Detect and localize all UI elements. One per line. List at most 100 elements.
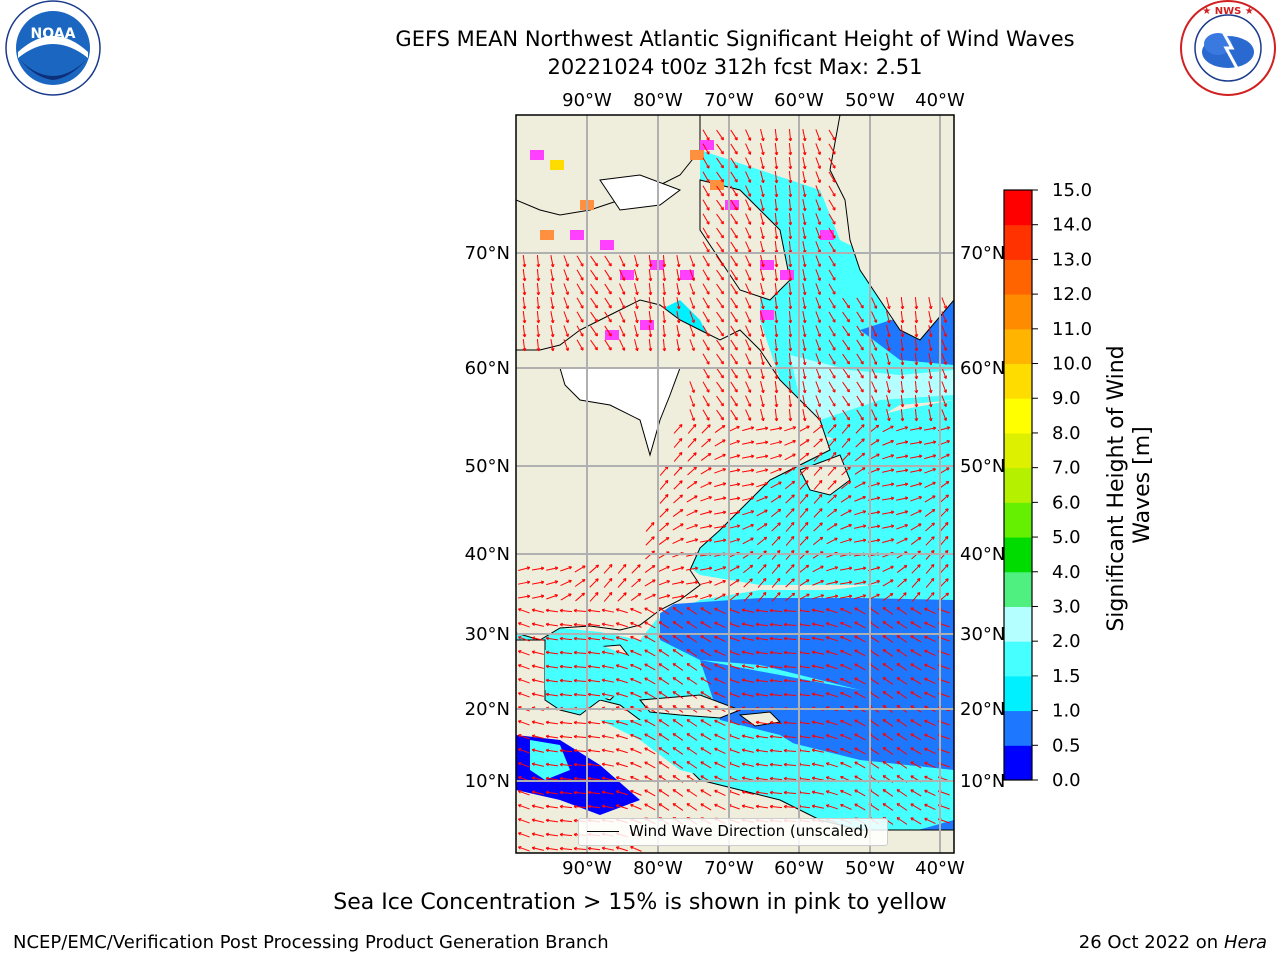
wave-arrow-head [706,249,710,253]
wave-arrow-head [573,720,577,725]
wave-arrow-head [774,221,779,226]
wave-arrow [644,621,656,629]
wave-arrow [728,538,740,544]
wave-arrow-head [761,207,765,212]
wave-arrow-head [802,389,807,394]
lat-label: 70°N [960,243,1005,264]
wave-arrow-head [840,621,844,626]
wave-arrow [742,497,754,501]
wave-arrow [589,578,599,588]
wave-arrow-head [788,208,793,212]
wave-arrow-head [811,804,816,809]
wave-arrow-head [817,291,822,295]
wave-arrow-head [678,451,683,456]
wave-arrow-head [896,635,901,639]
wave-arrow-head [686,803,691,807]
wave-arrow-head [545,636,550,641]
wave-arrow-head [755,692,760,697]
wave-arrow [854,539,866,543]
wave-arrow-head [924,635,928,640]
wave-arrow [827,452,837,462]
wave-arrow-head [662,306,667,310]
wave-arrow-head [774,319,779,324]
wave-arrow-head [903,592,907,596]
wave-arrow-head [791,480,796,485]
wave-arrow [532,595,544,599]
wave-arrow-head [741,650,746,654]
wave-arrow-head [802,305,807,310]
wave-arrow [815,199,821,211]
wave-arrow [924,761,936,769]
wave-arrow [910,482,922,488]
wave-arrow [842,339,850,351]
wave-arrow [518,734,530,740]
wave-arrow-head [734,207,738,211]
wave-arrow [788,212,792,226]
wave-arrow-head [832,151,836,155]
wave-arrow-head [686,663,691,667]
wave-arrow [602,651,614,655]
wave-arrow [644,677,656,685]
wave-arrow-head [817,333,822,337]
wave-arrow-head [862,566,867,571]
wave-arrow [672,509,684,517]
generation-date: 26 Oct 2022 on Hera [1078,932,1267,953]
colorbar-tick-label: 11.0 [1052,319,1092,340]
wave-arrow-head [531,664,536,668]
wave-arrow-head [900,389,905,394]
wave-arrow-head [691,319,696,323]
wave-arrow-head [777,536,781,540]
wave-arrow [559,637,573,641]
wave-arrow [730,171,738,183]
wave-arrow [896,663,908,671]
wave-arrow-head [945,564,949,568]
wave-arrow [745,213,751,225]
wave-arrow-head [722,439,726,443]
wave-arrow [662,324,666,338]
wave-arrow-head [873,361,878,365]
wave-arrow-head [736,454,741,458]
wave-arrow [924,468,936,474]
wave-arrow [914,394,918,408]
colorbar-swatch [1004,328,1032,365]
wave-arrow-head [736,510,741,515]
wave-arrow [644,761,656,769]
wave-arrow-head [635,333,639,338]
wave-arrow-head [761,305,765,310]
wave-arrow [604,311,612,323]
colorbar-swatch [1004,675,1032,712]
wave-arrow [914,338,918,352]
wave-arrow-head [630,621,634,626]
wave-arrow [939,536,949,546]
wave-arrow [745,227,751,239]
wave-arrow [602,763,614,767]
wave-arrow-head [722,453,726,458]
wave-arrow-head [904,537,908,542]
wave-arrow-head [832,333,836,337]
wave-arrow [587,749,601,753]
wave-arrow-head [573,804,577,809]
wave-arrow-head [747,221,752,225]
wave-arrow-head [694,495,698,499]
wave-arrow [802,199,806,211]
wave-arrow [730,339,738,351]
wave-arrow [716,395,724,407]
wave-arrow [788,268,792,282]
lat-label: 50°N [465,456,510,477]
wave-arrow [826,692,838,698]
wave-arrow-head [873,403,878,407]
wave-arrow [742,524,754,530]
wave-arrow [755,721,769,725]
wave-arrow [716,143,724,155]
wave-arrow-head [896,621,901,625]
wave-arrow [788,408,792,422]
wave-arrow [840,734,852,740]
lon-label: 50°W [845,858,895,879]
wave-arrow [616,608,628,614]
wave-arrow-head [924,803,928,808]
noaa-logo-text: NOAA [31,26,76,42]
wave-arrow [518,650,530,656]
wave-arrow-head [832,263,836,267]
wave-arrow-head [924,817,928,822]
